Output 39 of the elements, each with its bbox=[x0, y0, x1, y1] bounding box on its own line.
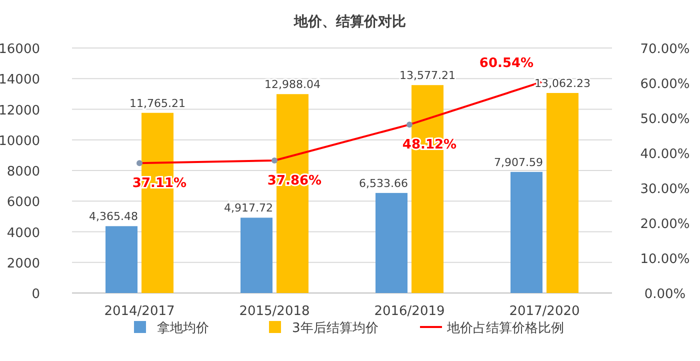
x-tick-label: 2015/2018 bbox=[239, 304, 310, 319]
bar bbox=[376, 192, 408, 293]
y-tick-label: 14000 bbox=[0, 72, 40, 88]
data-label: 7,907.59 bbox=[494, 156, 543, 169]
x-tick-label: 2017/2020 bbox=[509, 304, 580, 319]
bar bbox=[240, 218, 272, 293]
y2-tick-label: 50.00% bbox=[640, 112, 690, 127]
y-tick-label: 0 bbox=[32, 287, 40, 302]
bar bbox=[510, 172, 542, 293]
data-label: 13,577.21 bbox=[400, 69, 456, 82]
legend-label: 拿地均价 bbox=[157, 321, 209, 336]
y2-tick-label: 70.00% bbox=[640, 42, 690, 57]
y2-tick-label: 0.00% bbox=[644, 287, 686, 302]
y2-tick-label: 40.00% bbox=[640, 147, 690, 162]
data-label: 60.54% bbox=[479, 56, 534, 72]
legend-label: 3年后结算均价 bbox=[292, 321, 378, 336]
chart-title: 地价、结算价对比 bbox=[293, 14, 406, 30]
data-label: 4,917.72 bbox=[224, 202, 273, 215]
data-label: 6,533.66 bbox=[359, 176, 408, 190]
legend-label: 地价占结算价格比例 bbox=[446, 321, 564, 336]
y-tick-label: 10000 bbox=[0, 134, 40, 149]
y-tick-label: 12000 bbox=[0, 103, 40, 118]
data-label: 4,365.48 bbox=[89, 210, 138, 224]
bar bbox=[546, 92, 578, 293]
y2-tick-label: 20.00% bbox=[640, 217, 690, 232]
y-tick-label: 8000 bbox=[6, 164, 40, 180]
data-label: 13,062.23 bbox=[534, 76, 590, 90]
x-tick-label: 2016/2019 bbox=[374, 304, 445, 319]
data-label: 12,988.04 bbox=[264, 78, 320, 92]
y2-tick-label: 60.00% bbox=[640, 77, 690, 92]
bar bbox=[106, 226, 138, 293]
y-tick-label: 6000 bbox=[6, 195, 40, 210]
y-tick-label: 16000 bbox=[0, 42, 40, 57]
y-tick-label: 4000 bbox=[6, 226, 40, 241]
y2-tick-label: 30.00% bbox=[640, 182, 690, 197]
y2-tick-label: 10.00% bbox=[640, 252, 690, 267]
x-tick-label: 2014/2017 bbox=[104, 304, 175, 319]
data-label: 11,765.21 bbox=[130, 96, 186, 110]
y-tick-label: 2000 bbox=[6, 256, 40, 272]
